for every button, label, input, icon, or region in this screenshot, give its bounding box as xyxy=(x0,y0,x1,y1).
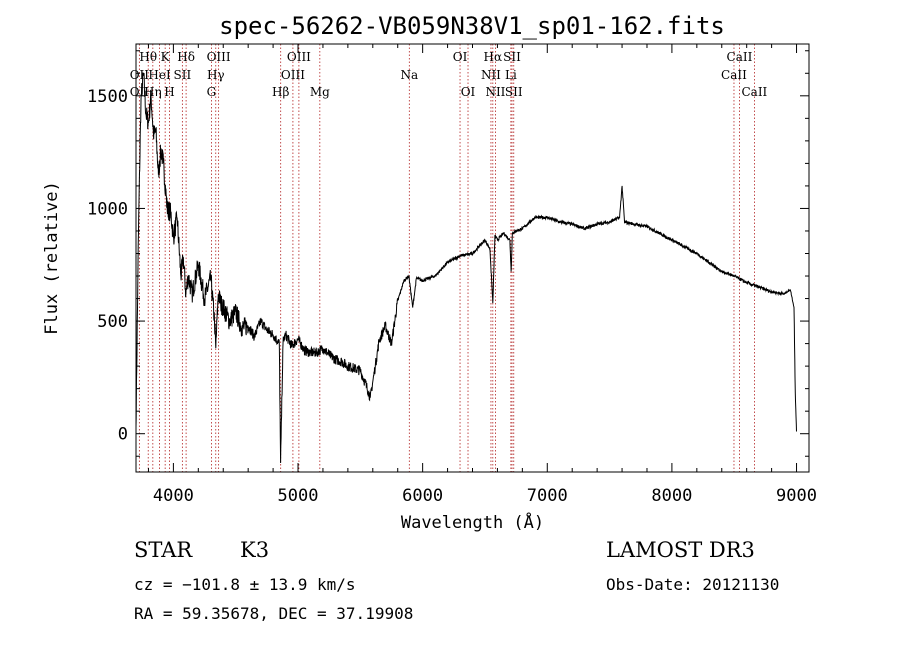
line-label: Hη xyxy=(144,85,162,99)
y-tick-label: 1000 xyxy=(87,199,128,219)
line-label: Hβ xyxy=(272,85,289,99)
object-class: STAR xyxy=(134,538,193,562)
coordinates: RA = 59.35678, DEC = 37.19908 xyxy=(134,604,414,623)
x-tick-label: 7000 xyxy=(527,486,568,506)
obs-date: Obs-Date: 20121130 xyxy=(606,575,780,594)
line-label: K xyxy=(161,50,171,64)
line-label: Mg xyxy=(310,85,330,99)
y-axis-label: Flux (relative) xyxy=(42,181,62,335)
line-label: H xyxy=(164,85,174,99)
line-label: CaII xyxy=(721,68,747,82)
line-label: Hγ xyxy=(207,68,225,82)
chart-title: spec-56262-VB059N38V1_sp01-162.fits xyxy=(219,12,725,40)
line-label: HeI xyxy=(148,68,171,82)
line-label: SII xyxy=(505,85,523,99)
line-label: NII xyxy=(485,85,505,99)
line-label: Hα xyxy=(484,50,503,64)
redshift-cz: cz = −101.8 ± 13.9 km/s xyxy=(134,575,356,594)
line-label: Li xyxy=(505,68,517,82)
plot-frame xyxy=(135,43,810,473)
y-tick-label: 0 xyxy=(118,425,128,445)
line-label: Hδ xyxy=(177,50,195,64)
line-label: OI xyxy=(461,85,476,99)
line-label: CaII xyxy=(741,85,767,99)
line-label: SII xyxy=(503,50,521,64)
line-label: Na xyxy=(400,68,418,82)
y-tick-label: 1500 xyxy=(87,87,128,107)
spectrum-line xyxy=(135,72,797,464)
spectral-line-markers xyxy=(138,44,755,472)
x-tick-label: 9000 xyxy=(776,486,817,506)
x-tick-label: 8000 xyxy=(651,486,692,506)
y-tick-label: 500 xyxy=(97,312,128,332)
line-label: OII xyxy=(130,85,150,99)
line-label: OIII xyxy=(281,68,305,82)
line-label: OI xyxy=(453,50,468,64)
line-label: OIII xyxy=(207,50,231,64)
x-axis-label: Wavelength (Å) xyxy=(401,511,544,533)
line-label: OIII xyxy=(287,50,311,64)
survey-name: LAMOST DR3 xyxy=(606,538,755,562)
x-tick-label: 6000 xyxy=(402,486,443,506)
line-label: CaII xyxy=(727,50,753,64)
axis-ticks: 4000 5000 6000 7000 8000 9000 0 500 1000 1500 xyxy=(87,44,817,506)
x-tick-label: 5000 xyxy=(278,486,319,506)
object-subclass: K3 xyxy=(240,538,270,562)
x-tick-label: 4000 xyxy=(153,486,194,506)
line-label: G xyxy=(207,85,217,99)
line-label: OII xyxy=(130,68,150,82)
line-label: NII xyxy=(481,68,501,82)
line-label: Hθ xyxy=(139,50,157,64)
line-label: SII xyxy=(174,68,192,82)
